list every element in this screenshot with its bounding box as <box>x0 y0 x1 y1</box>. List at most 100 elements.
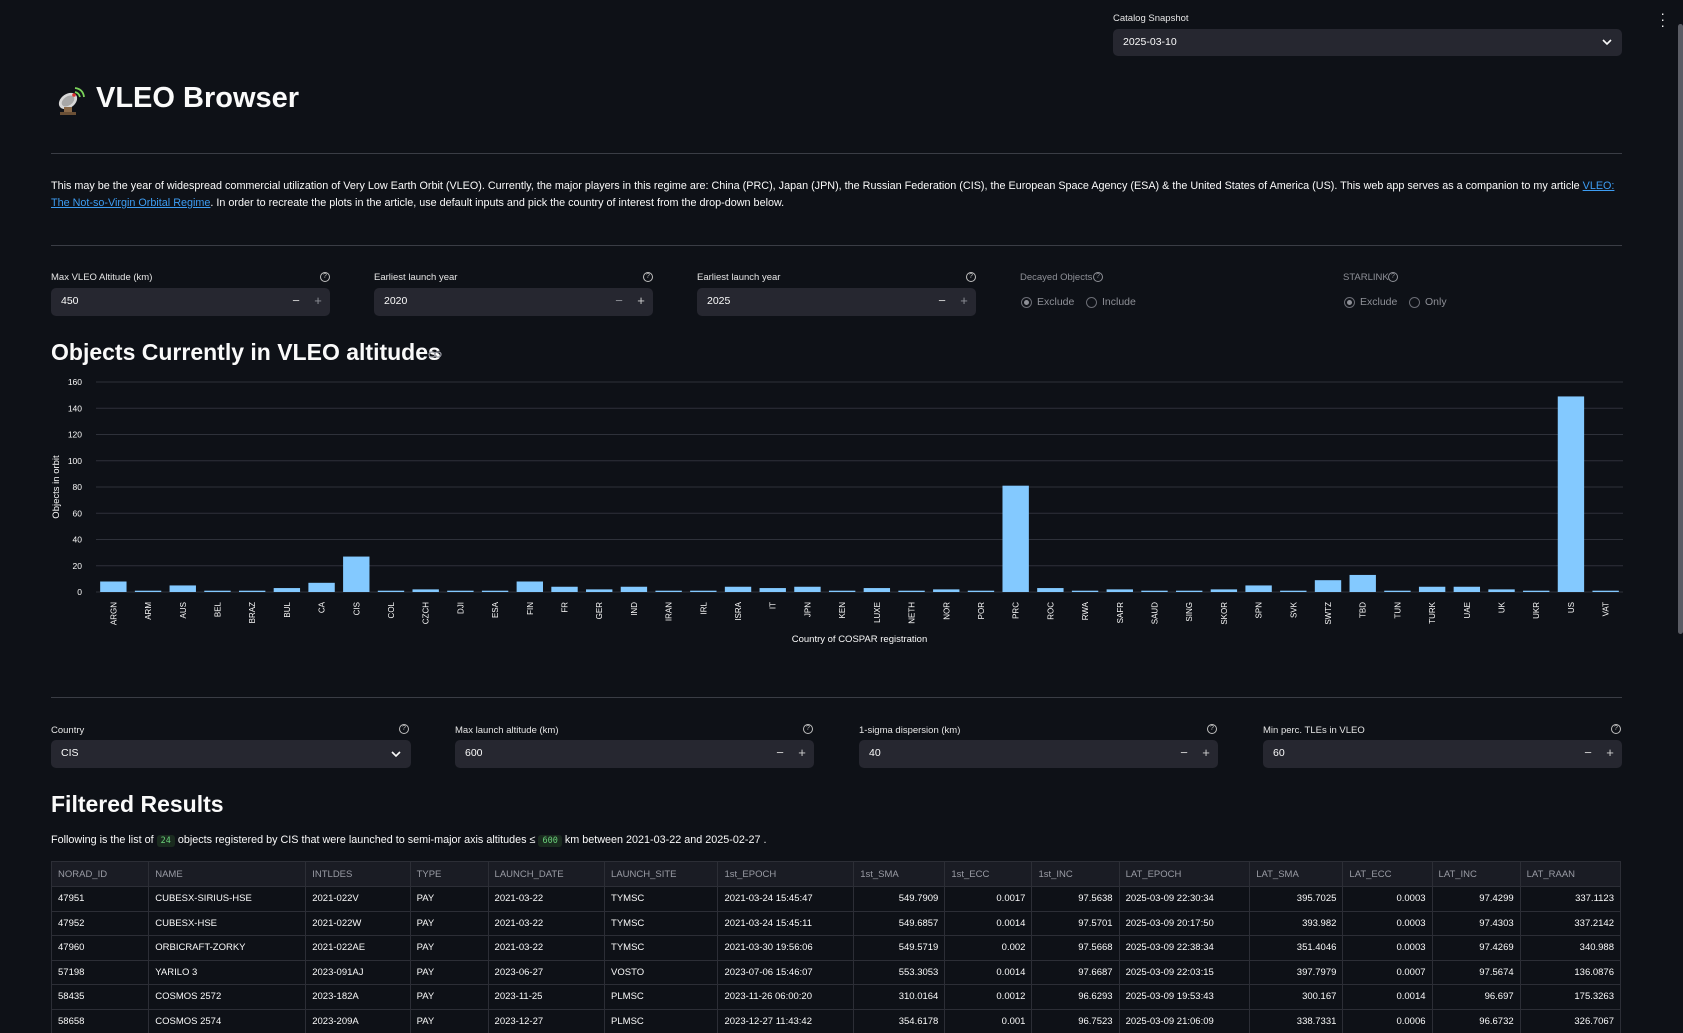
starlink-exclude-radio[interactable] <box>1344 297 1355 308</box>
table-row[interactable]: 47952 CUBESX-HSE 2021-022W PAY 2021-03-22 TYM… <box>50 910 1622 936</box>
increment-button[interactable]: + <box>314 293 322 308</box>
intro-paragraph: This may be the year of widespread comme… <box>51 178 1621 212</box>
increment-button[interactable]: + <box>798 745 806 760</box>
table-row[interactable]: 47951 CUBESX-SIRIUS-HSE 2021-022V PAY 2021-0… <box>50 886 1622 912</box>
column-header[interactable]: LAT_ECC <box>1342 861 1433 887</box>
table-cell: 2025-03-09 22:30:34 <box>1118 886 1251 912</box>
table-cell: 2023-07-06 15:46:07 <box>717 959 855 985</box>
table-cell: 2023-209A <box>305 1008 411 1033</box>
column-header[interactable]: NAME <box>148 861 307 887</box>
bar-argn <box>100 581 127 592</box>
max-alt-input[interactable]: 450 − + <box>51 288 330 316</box>
x-tick-label: IRL <box>699 601 708 614</box>
latest-year-value: 2025 <box>707 295 731 307</box>
column-header[interactable]: TYPE <box>409 861 489 887</box>
help-icon[interactable]: ? <box>803 724 813 734</box>
help-icon[interactable]: ? <box>399 724 409 734</box>
x-tick-label: SVK <box>1289 601 1298 618</box>
decrement-button[interactable]: − <box>292 293 300 308</box>
table-cell: VOSTO <box>604 959 719 985</box>
increment-button[interactable]: + <box>1606 745 1614 760</box>
table-row[interactable]: 58435 COSMOS 2572 2023-182A PAY 2023-11-25 PL… <box>50 984 1622 1010</box>
table-cell: 338.7331 <box>1249 1008 1344 1033</box>
help-icon[interactable]: ? <box>1611 724 1621 734</box>
bar-col <box>377 590 405 592</box>
column-header[interactable]: LAT_INC <box>1431 861 1521 887</box>
earliest-year-input[interactable]: 2020 − + <box>374 288 653 316</box>
x-tick-label: ISRA <box>734 601 743 620</box>
results-table[interactable]: NORAD_ID NAME INTLDES TYPE LAUNCH_DATE LAUNCH… <box>50 861 1622 1033</box>
increment-button[interactable]: + <box>637 293 645 308</box>
min-perc-input[interactable]: 60 − + <box>1263 740 1622 768</box>
table-cell: 310.0164 <box>853 984 946 1010</box>
max-launch-input[interactable]: 600 − + <box>455 740 814 768</box>
decrement-button[interactable]: − <box>776 745 784 760</box>
help-icon[interactable]: ? <box>643 272 653 282</box>
anchor-link-icon[interactable] <box>428 350 442 360</box>
table-cell: COSMOS 2574 <box>148 1008 307 1033</box>
latest-year-input[interactable]: 2025 − + <box>697 288 976 316</box>
column-header[interactable]: INTLDES <box>305 861 411 887</box>
max-alt-value: 450 <box>61 295 79 307</box>
main-menu-icon[interactable]: · · · <box>1660 5 1665 33</box>
table-cell: 2023-11-25 <box>487 984 606 1010</box>
column-header[interactable]: LAT_RAAN <box>1519 861 1622 887</box>
table-cell: CUBESX-HSE <box>148 910 307 936</box>
table-cell: 2021-03-30 19:56:06 <box>717 935 855 961</box>
column-header[interactable]: 1st_ECC <box>944 861 1033 887</box>
x-tick-label: PRC <box>1012 602 1021 619</box>
decayed-exclude-radio[interactable] <box>1021 297 1032 308</box>
snapshot-value: 2025-03-10 <box>1123 36 1177 48</box>
snapshot-label: Catalog Snapshot <box>1113 13 1189 24</box>
table-cell: PAY <box>409 910 489 936</box>
y-tick-label: 0 <box>77 587 82 597</box>
bar-safr <box>1106 589 1133 592</box>
column-header[interactable]: 1st_INC <box>1031 861 1120 887</box>
article-link[interactable]: VLEO: The Not-so-Virgin Orbital Regime <box>51 180 1615 209</box>
table-cell: 2023-12-27 <box>487 1008 606 1033</box>
decayed-include-radio[interactable] <box>1086 297 1097 308</box>
decrement-button[interactable]: − <box>1180 745 1188 760</box>
bar-aus <box>169 585 196 592</box>
x-tick-label: DJI <box>456 602 465 614</box>
x-tick-label: TUN <box>1393 602 1402 619</box>
sigma-input[interactable]: 40 − + <box>859 740 1218 768</box>
section-title-vleo: Objects Currently in VLEO altitudes <box>51 339 441 365</box>
decrement-button[interactable]: − <box>615 293 623 308</box>
table-cell: PAY <box>409 959 489 985</box>
column-header[interactable]: LAUNCH_SITE <box>604 861 719 887</box>
bar-irl <box>690 590 717 592</box>
increment-button[interactable]: + <box>1202 745 1210 760</box>
help-icon[interactable]: ? <box>1093 272 1103 282</box>
table-row[interactable]: 58658 COSMOS 2574 2023-209A PAY 2023-12-27 PL… <box>50 1008 1622 1033</box>
decayed-include-label: Include <box>1102 296 1136 308</box>
snapshot-select[interactable]: 2025-03-10 <box>1113 29 1622 56</box>
help-icon[interactable]: ? <box>966 272 976 282</box>
column-header[interactable]: 1st_SMA <box>853 861 946 887</box>
column-header[interactable]: LAT_EPOCH <box>1118 861 1251 887</box>
table-cell: 0.0003 <box>1342 935 1433 961</box>
decayed-label: Decayed Objects <box>1020 272 1093 283</box>
table-header-row: NORAD_ID NAME INTLDES TYPE LAUNCH_DATE LAUNCH… <box>50 861 1622 887</box>
column-header[interactable]: LAT_SMA <box>1249 861 1344 887</box>
x-tick-label: FR <box>561 602 570 613</box>
starlink-only-radio[interactable] <box>1409 297 1420 308</box>
table-cell: 97.5701 <box>1031 910 1120 936</box>
help-icon[interactable]: ? <box>1388 272 1398 282</box>
table-row[interactable]: 47960 ORBICRAFT-ZORKY 2021-022AE PAY 2021-03… <box>50 935 1622 961</box>
decrement-button[interactable]: − <box>938 293 946 308</box>
column-header[interactable]: NORAD_ID <box>50 861 150 887</box>
bar-uae <box>1453 586 1481 592</box>
country-select[interactable]: CIS <box>51 740 411 768</box>
table-cell: 96.7523 <box>1031 1008 1120 1033</box>
table-row[interactable]: 57198 YARILO 3 2023-091AJ PAY 2023-06-27 VOST… <box>50 959 1622 985</box>
decrement-button[interactable]: − <box>1584 745 1592 760</box>
column-header[interactable]: LAUNCH_DATE <box>487 861 606 887</box>
help-icon[interactable]: ? <box>1207 724 1217 734</box>
increment-button[interactable]: + <box>960 293 968 308</box>
max-alt-label: Max VLEO Altitude (km) <box>51 272 153 283</box>
page-scrollbar[interactable] <box>1678 24 1683 634</box>
column-header[interactable]: 1st_EPOCH <box>717 861 855 887</box>
table-cell: 2021-03-22 <box>487 935 606 961</box>
help-icon[interactable]: ? <box>320 272 330 282</box>
